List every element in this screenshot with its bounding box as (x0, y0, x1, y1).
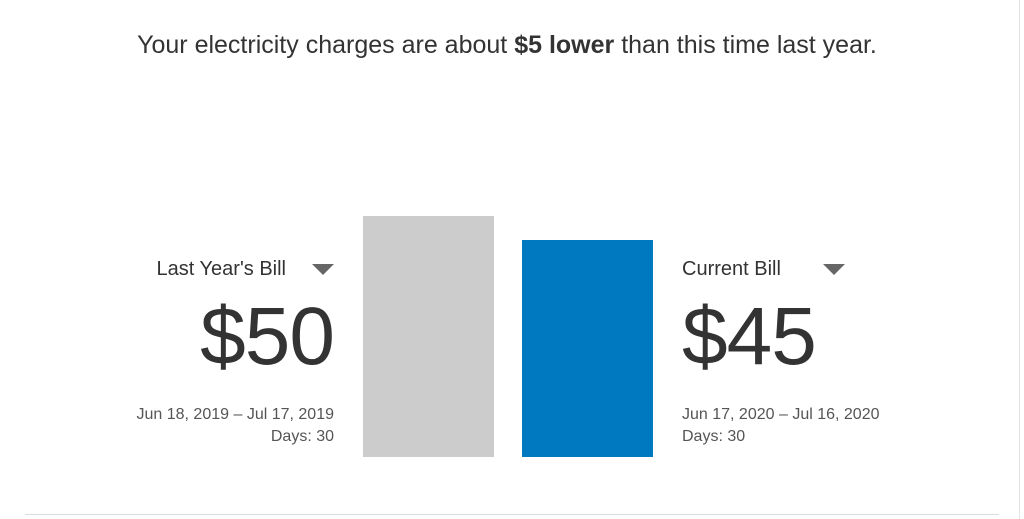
last-year-bill-label: Last Year's Bill (156, 257, 286, 280)
page-right-edge (1019, 0, 1024, 519)
headline-difference: $5 lower (514, 31, 615, 59)
comparison-headline: Your electricity charges are about $5 lo… (0, 28, 1014, 62)
current-bill-bar (522, 240, 653, 457)
current-bill-label: Current Bill (682, 257, 781, 280)
current-bill-panel: Current Bill $45 Jun 17, 2020 – Jul 16, … (682, 256, 922, 448)
current-bill-amount: $45 (682, 291, 817, 382)
headline-suffix: than this time last year. (621, 31, 877, 59)
section-divider (25, 514, 999, 515)
last-year-bill-selector[interactable]: Last Year's Bill (94, 256, 334, 282)
caret-down-icon[interactable] (312, 263, 334, 275)
last-year-bill-days: Days: 30 (270, 428, 334, 445)
last-year-bill-amount: $50 (200, 291, 335, 382)
last-year-bill-bar (363, 216, 494, 457)
caret-down-icon[interactable] (822, 263, 845, 275)
last-year-bill-panel: Last Year's Bill $50 Jun 18, 2019 – Jul … (94, 256, 336, 448)
last-year-bill-dates: Jun 18, 2019 – Jul 17, 2019 (136, 406, 335, 423)
current-bill-days: Days: 30 (682, 428, 746, 445)
current-bill-dates: Jun 17, 2020 – Jul 16, 2020 (682, 406, 880, 423)
current-bill-selector[interactable]: Current Bill (682, 256, 922, 282)
headline-prefix: Your electricity charges are about (137, 31, 508, 59)
